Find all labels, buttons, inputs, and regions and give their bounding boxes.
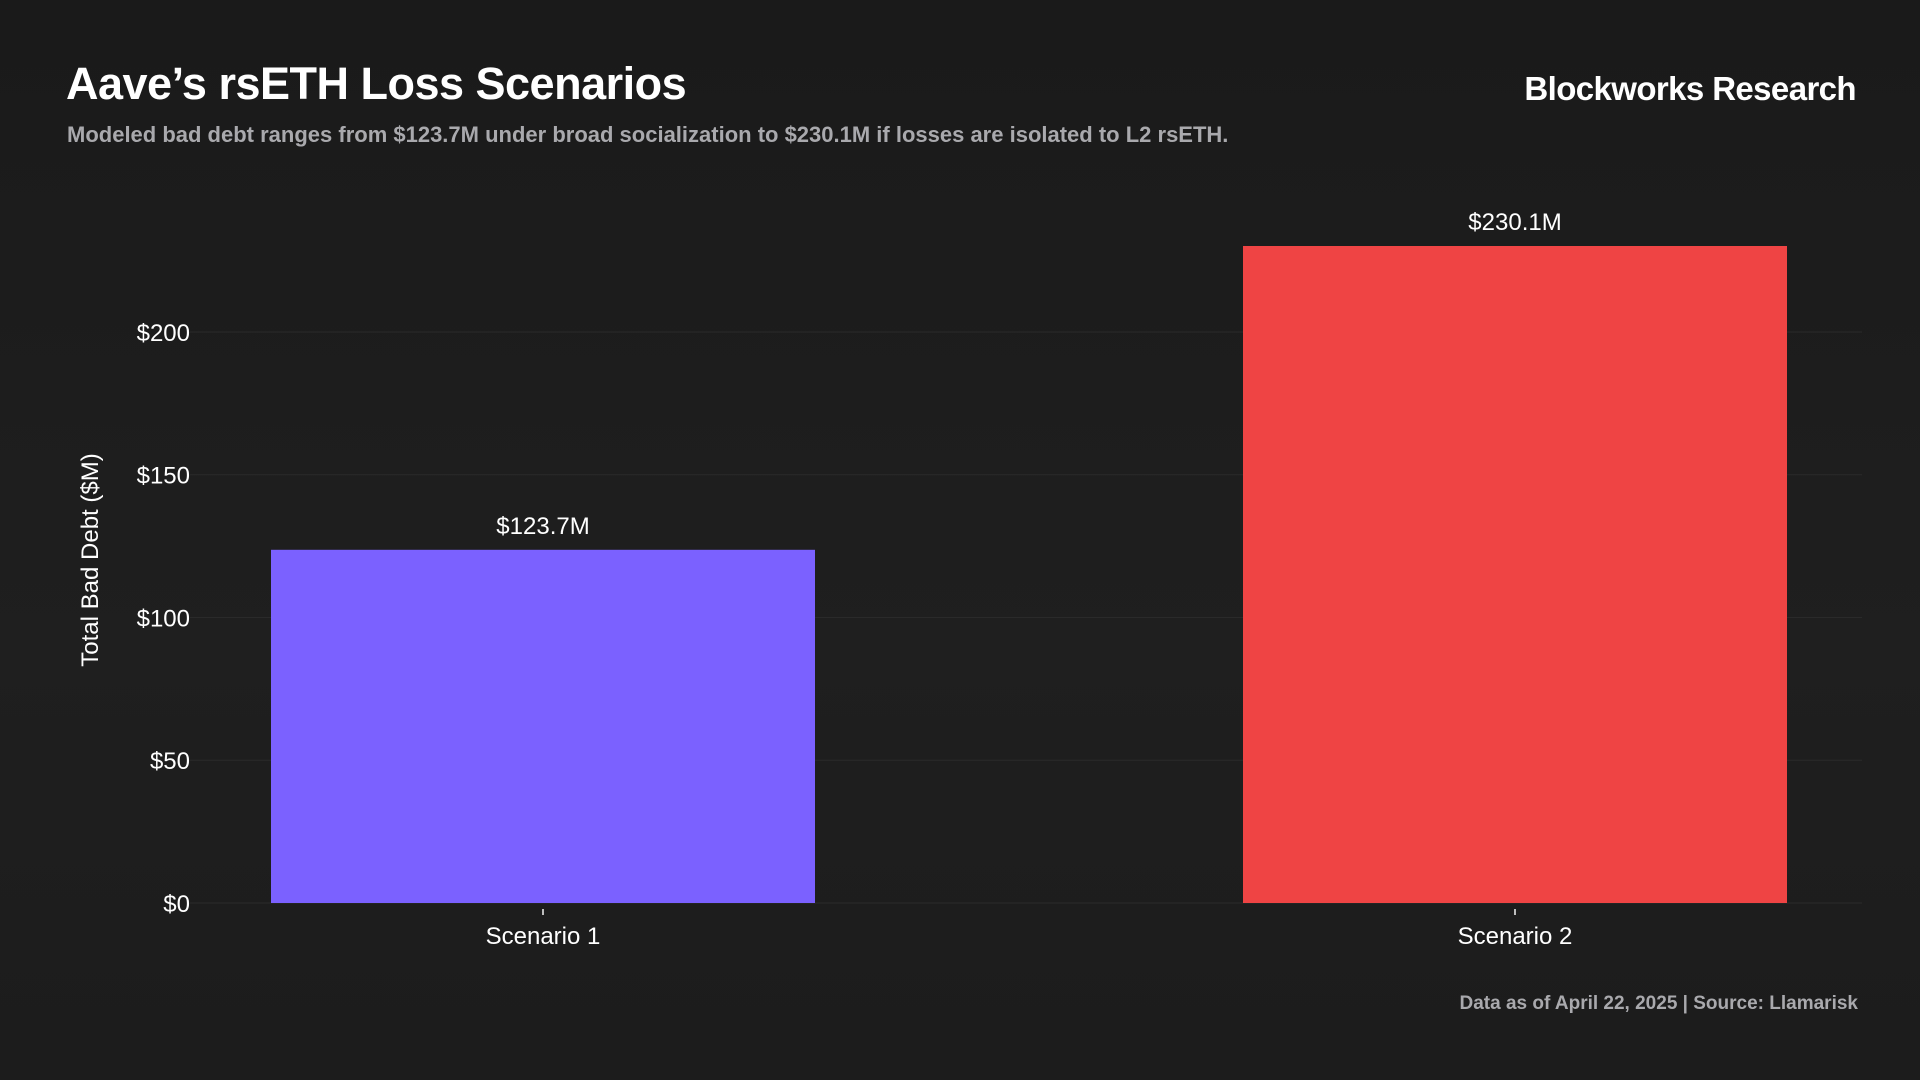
y-axis-label: Total Bad Debt ($M) [77, 453, 104, 666]
y-tick-label: $50 [150, 748, 190, 775]
y-tick-label: $100 [137, 605, 190, 632]
source-footnote: Data as of April 22, 2025 | Source: Llam… [1459, 993, 1858, 1014]
y-axis-ticks: $0 $50 $100 $150 $200 [137, 320, 190, 918]
bar-1 [271, 549, 815, 903]
bar-value-label: $230.1M [1468, 209, 1561, 236]
x-tick-label: Scenario 1 [486, 923, 601, 950]
y-tick-label: $150 [137, 463, 190, 490]
y-tick-label: $200 [137, 320, 190, 347]
bar-value-labels: $123.7M $230.1M [496, 209, 1561, 540]
y-tick-label: $0 [163, 891, 190, 918]
chart-title: Aave’s rsETH Loss Scenarios [66, 58, 687, 109]
bar-2 [1243, 246, 1787, 903]
x-axis-ticks: Scenario 1 Scenario 2 [486, 909, 1573, 950]
x-tick-label: Scenario 2 [1458, 923, 1573, 950]
chart-subtitle: Modeled bad debt ranges from $123.7M und… [67, 122, 1229, 147]
brand-logo-text: Blockworks Research [1524, 70, 1856, 107]
bar-value-label: $123.7M [496, 513, 589, 540]
bars [271, 246, 1787, 903]
